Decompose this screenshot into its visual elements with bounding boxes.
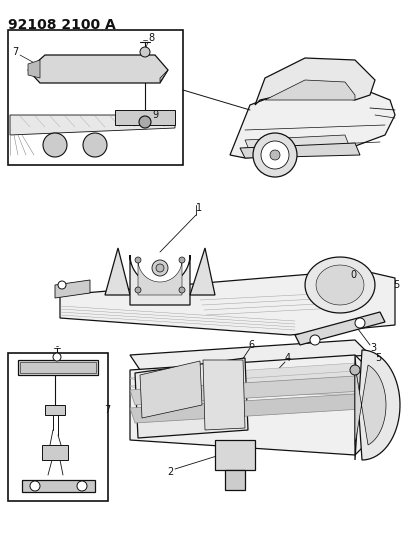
Circle shape (58, 281, 66, 289)
Polygon shape (239, 143, 359, 158)
Polygon shape (130, 394, 361, 423)
Polygon shape (304, 257, 374, 313)
Polygon shape (60, 270, 394, 335)
Polygon shape (130, 376, 361, 405)
Polygon shape (190, 248, 215, 295)
Circle shape (140, 47, 150, 57)
Text: 7: 7 (104, 405, 110, 415)
Polygon shape (115, 110, 174, 125)
Circle shape (135, 257, 141, 263)
Bar (8, 353, 108, 501)
Polygon shape (20, 362, 96, 373)
Polygon shape (22, 480, 95, 492)
Polygon shape (10, 115, 174, 135)
Polygon shape (28, 55, 168, 83)
Text: 8: 8 (148, 33, 154, 43)
Text: 5: 5 (392, 280, 398, 290)
Circle shape (260, 141, 288, 169)
Polygon shape (130, 363, 364, 380)
Polygon shape (354, 350, 399, 460)
Circle shape (156, 264, 164, 272)
Circle shape (178, 287, 184, 293)
Text: 7: 7 (12, 47, 18, 57)
Polygon shape (294, 312, 384, 345)
Polygon shape (105, 248, 130, 295)
Polygon shape (130, 355, 369, 455)
Polygon shape (244, 135, 349, 152)
Text: 1: 1 (196, 203, 202, 213)
Polygon shape (130, 371, 364, 388)
Circle shape (269, 150, 279, 160)
Polygon shape (315, 265, 363, 305)
Polygon shape (140, 361, 201, 418)
Polygon shape (55, 280, 90, 298)
Polygon shape (130, 255, 190, 305)
Polygon shape (354, 365, 385, 445)
Circle shape (152, 260, 168, 276)
Circle shape (349, 365, 359, 375)
Circle shape (135, 287, 141, 293)
Polygon shape (130, 379, 364, 396)
Circle shape (30, 481, 40, 491)
Text: 4: 4 (284, 353, 290, 363)
Text: 3: 3 (369, 343, 375, 353)
Polygon shape (18, 360, 98, 375)
Polygon shape (45, 405, 65, 415)
Bar (8, 30, 182, 165)
Circle shape (354, 318, 364, 328)
Circle shape (252, 133, 296, 177)
Polygon shape (229, 88, 394, 158)
Circle shape (83, 133, 107, 157)
Polygon shape (130, 340, 369, 370)
Text: 5: 5 (374, 353, 380, 363)
Polygon shape (203, 360, 244, 430)
Text: 92108 2100 A: 92108 2100 A (8, 18, 115, 32)
Polygon shape (225, 470, 244, 490)
Circle shape (77, 481, 87, 491)
Circle shape (43, 133, 67, 157)
Polygon shape (254, 58, 374, 105)
Circle shape (178, 257, 184, 263)
Text: 6: 6 (247, 340, 253, 350)
Polygon shape (138, 260, 182, 295)
Polygon shape (264, 80, 354, 100)
Polygon shape (135, 358, 247, 438)
Polygon shape (215, 440, 254, 470)
Text: 2: 2 (166, 467, 173, 477)
Text: 0: 0 (349, 270, 355, 280)
Polygon shape (42, 445, 68, 460)
Text: 9: 9 (152, 110, 158, 120)
Circle shape (53, 353, 61, 361)
Polygon shape (160, 70, 168, 82)
Circle shape (309, 335, 319, 345)
Polygon shape (28, 60, 40, 78)
Circle shape (139, 116, 151, 128)
